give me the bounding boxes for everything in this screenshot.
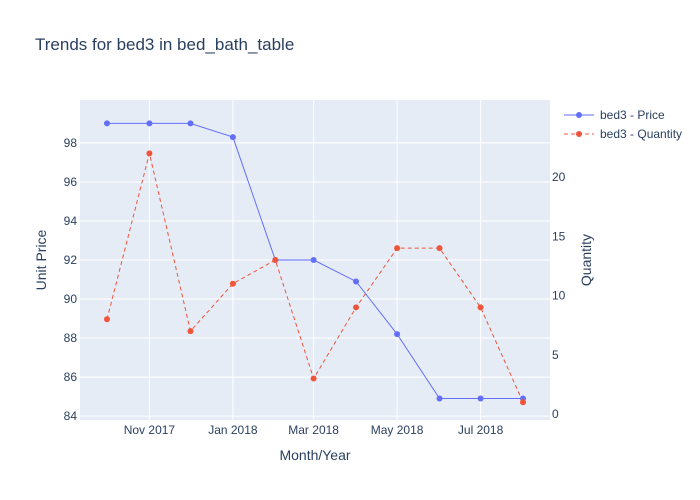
data-point[interactable] <box>477 395 484 402</box>
data-point[interactable] <box>104 316 110 323</box>
x-tick-label: Nov 2017 <box>124 423 176 437</box>
chart-title: Trends for bed3 in bed_bath_table <box>35 35 294 54</box>
data-point[interactable] <box>229 134 236 141</box>
legend-label: bed3 - Price <box>600 108 665 122</box>
x-tick-label: Jul 2018 <box>458 423 504 437</box>
y2-axis-ticks: 0 5 10 15 20 <box>552 170 566 421</box>
data-point[interactable] <box>310 375 317 382</box>
data-point[interactable] <box>272 257 279 263</box>
y-tick-label: 90 <box>64 292 78 306</box>
data-point[interactable] <box>146 150 153 157</box>
x-axis-title: Month/Year <box>279 447 350 463</box>
x-tick-label: Jan 2018 <box>208 423 258 437</box>
series-layer <box>104 120 526 406</box>
data-point[interactable] <box>146 120 153 127</box>
data-point[interactable] <box>394 245 401 252</box>
data-point[interactable] <box>436 395 443 402</box>
y-tick-label: 88 <box>64 331 78 345</box>
y2-tick-label: 10 <box>552 289 566 303</box>
y-tick-label: 94 <box>64 214 78 228</box>
data-point[interactable] <box>187 328 194 335</box>
data-point[interactable] <box>353 304 360 311</box>
y-axis-ticks: 84 86 88 90 92 94 96 98 <box>64 136 78 423</box>
data-point[interactable] <box>310 257 317 263</box>
data-point[interactable] <box>394 331 401 338</box>
data-point[interactable] <box>436 245 443 252</box>
legend-marker <box>576 131 582 137</box>
x-axis-ticks: Nov 2017 Jan 2018 Mar 2018 May 2018 Jul 2018 <box>124 423 504 437</box>
data-point[interactable] <box>477 304 484 311</box>
y-tick-label: 84 <box>64 409 78 423</box>
y-tick-label: 96 <box>64 175 78 189</box>
legend-label: bed3 - Quantity <box>600 127 682 141</box>
x-tick-label: Mar 2018 <box>288 423 339 437</box>
data-point[interactable] <box>520 399 526 406</box>
data-point[interactable] <box>187 120 194 127</box>
y2-tick-label: 0 <box>552 407 559 421</box>
legend[interactable]: bed3 - Price bed3 - Quantity <box>564 108 682 141</box>
y2-tick-label: 15 <box>552 229 566 243</box>
y-axis-title: Unit Price <box>33 229 49 290</box>
series-1 <box>104 150 526 406</box>
data-point[interactable] <box>353 278 360 285</box>
y-tick-label: 86 <box>64 370 78 384</box>
y2-tick-label: 20 <box>552 170 566 184</box>
legend-marker <box>576 112 582 118</box>
y2-tick-label: 5 <box>552 348 559 362</box>
data-point[interactable] <box>104 120 110 127</box>
y-tick-label: 92 <box>64 253 78 267</box>
y2-axis-title: Quantity <box>578 234 594 286</box>
legend-item-0[interactable]: bed3 - Price <box>564 108 665 122</box>
y-tick-label: 98 <box>64 136 78 150</box>
x-tick-label: May 2018 <box>371 423 424 437</box>
data-point[interactable] <box>229 280 236 287</box>
legend-item-1[interactable]: bed3 - Quantity <box>564 127 682 141</box>
